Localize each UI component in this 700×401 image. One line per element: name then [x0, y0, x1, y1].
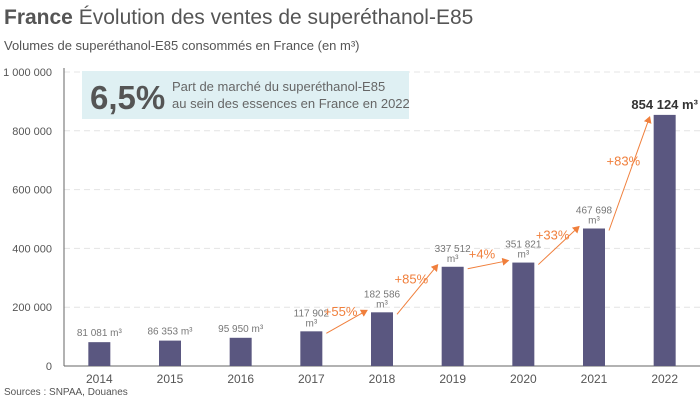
data-label-unit: m³ [305, 318, 317, 329]
x-tick-label: 2020 [510, 372, 537, 386]
growth-label: +83% [607, 154, 641, 169]
growth-arrow [608, 115, 652, 231]
growth-arrow [326, 309, 368, 334]
bar-2022 [653, 114, 676, 366]
callout-line-2: au sein des essences en France en 2022 [172, 96, 410, 111]
x-tick-label: 2021 [581, 372, 608, 386]
x-tick-label: 2018 [369, 372, 396, 386]
bar-2019 [441, 266, 464, 366]
chart-title: France Évolution des ventes de superétha… [4, 6, 473, 30]
callout-line-1: Part de marché du superéthanol-E85 [172, 79, 385, 94]
bar-2016 [229, 337, 252, 366]
data-label: 854 124 m³ [631, 97, 698, 112]
data-label: 81 081 m³ [77, 328, 123, 339]
data-label: 351 821 [505, 240, 542, 251]
data-label: 337 512 [435, 244, 472, 255]
x-tick-label: 2016 [227, 372, 254, 386]
y-tick-label: 200 000 [12, 302, 52, 314]
growth-label: +4% [469, 247, 496, 262]
source-note: Sources : SNPAA, Douanes [4, 387, 128, 398]
bar-2015 [159, 340, 181, 366]
x-tick-label: 2015 [157, 372, 184, 386]
market-share-callout: 6,5% Part de marché du superéthanol-E85 … [82, 71, 410, 119]
x-tick-label: 2022 [651, 372, 678, 386]
growth-arrow [537, 225, 580, 265]
title-country: France [4, 6, 73, 29]
data-label-unit: m³ [588, 215, 600, 226]
growth-arrow [396, 263, 439, 315]
bar-2017 [300, 331, 323, 366]
data-label: 182 586 [364, 289, 401, 300]
title-text: Évolution des ventes de superéthanol-E85 [78, 6, 474, 29]
data-label-unit: m³ [376, 299, 388, 310]
y-tick-label: 1 000 000 [3, 67, 52, 79]
data-label: 86 353 m³ [147, 327, 193, 338]
market-share-value: 6,5% [90, 79, 165, 116]
bar-2014 [88, 342, 111, 366]
bar-2018 [371, 312, 393, 366]
y-tick-label: 0 [46, 361, 52, 373]
x-tick-label: 2017 [298, 372, 325, 386]
bar-2021 [583, 228, 605, 366]
y-tick-label: 400 000 [12, 243, 52, 255]
x-tick-label: 2019 [439, 372, 466, 386]
x-tick-label: 2014 [86, 372, 113, 386]
y-tick-label: 600 000 [12, 185, 52, 197]
data-label: 117 902 [294, 308, 330, 319]
data-label: 95 950 m³ [218, 324, 264, 335]
growth-label: +85% [395, 272, 429, 287]
growth-arrow [467, 257, 510, 270]
bar-2020 [512, 262, 535, 366]
growth-label: +55% [324, 304, 358, 319]
data-label-unit: m³ [447, 254, 459, 265]
chart-subtitle: Volumes de superéthanol-E85 consommés en… [4, 38, 360, 53]
data-label: 467 698 [576, 205, 613, 216]
data-label-unit: m³ [517, 250, 529, 261]
y-tick-label: 800 000 [12, 126, 52, 138]
growth-label: +33% [536, 228, 570, 243]
